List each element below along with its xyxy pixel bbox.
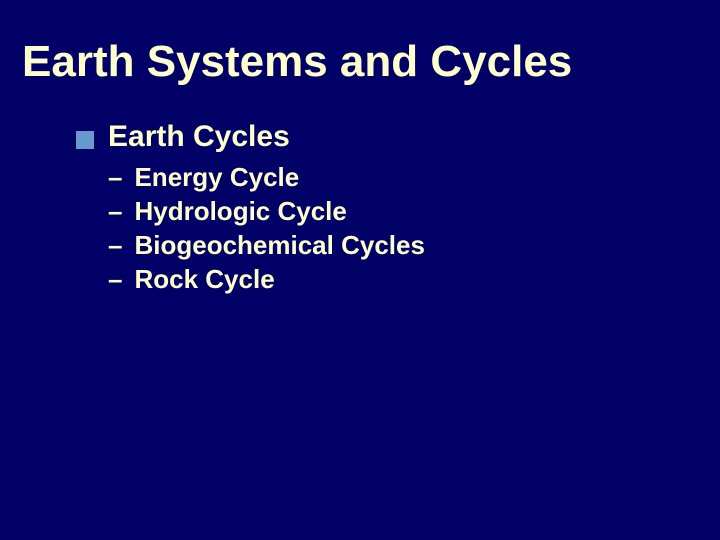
dash-icon: – — [108, 230, 122, 261]
level2-item: – Energy Cycle — [108, 162, 698, 193]
level2-item-label: Rock Cycle — [134, 264, 274, 295]
slide-title: Earth Systems and Cycles — [22, 38, 698, 86]
level2-item: – Rock Cycle — [108, 264, 698, 295]
dash-icon: – — [108, 264, 122, 295]
square-bullet-icon — [76, 131, 94, 149]
level2-item-label: Hydrologic Cycle — [134, 196, 346, 227]
level2-item-label: Energy Cycle — [134, 162, 299, 193]
level2-item-label: Biogeochemical Cycles — [134, 230, 424, 261]
level2-item: – Biogeochemical Cycles — [108, 230, 698, 261]
dash-icon: – — [108, 196, 122, 227]
level1-item: Earth Cycles — [76, 120, 698, 154]
level1-list: Earth Cycles – Energy Cycle – Hydrologic… — [76, 120, 698, 295]
level1-item-label: Earth Cycles — [108, 120, 290, 154]
level2-list: – Energy Cycle – Hydrologic Cycle – Biog… — [108, 162, 698, 295]
level2-item: – Hydrologic Cycle — [108, 196, 698, 227]
dash-icon: – — [108, 162, 122, 193]
